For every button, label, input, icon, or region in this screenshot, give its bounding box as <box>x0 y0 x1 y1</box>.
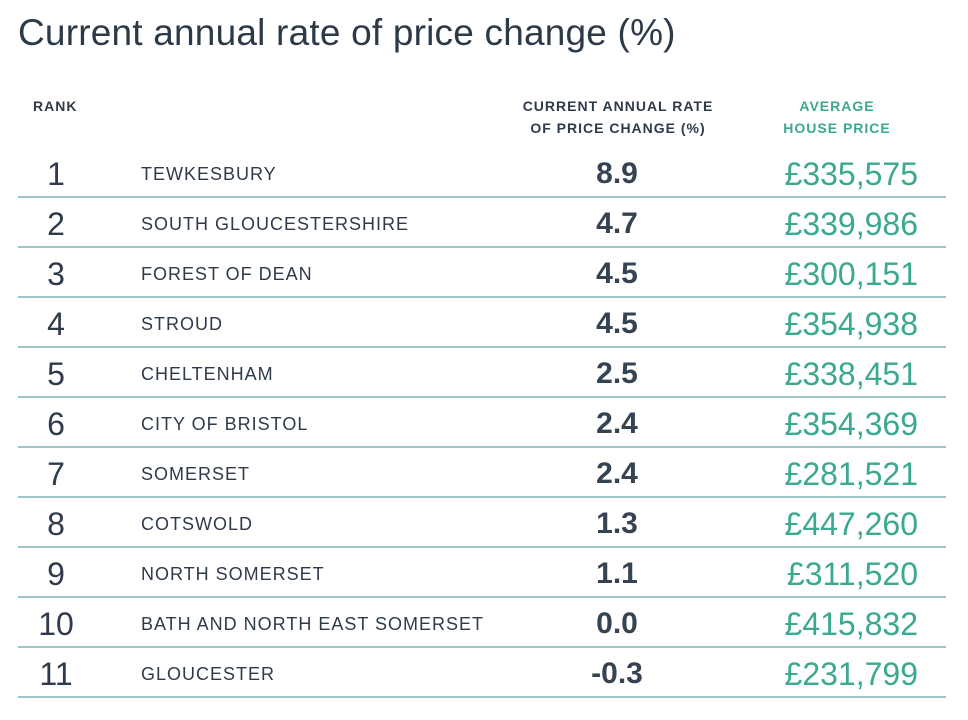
price-change-cell: -0.3 <box>591 657 643 690</box>
rank-cell: 4 <box>47 306 65 342</box>
rank-cell: 7 <box>47 456 65 492</box>
price-change-cell: 2.4 <box>596 407 638 440</box>
area-cell: CITY OF BRISTOL <box>141 414 309 434</box>
price-change-cell: 2.4 <box>596 457 638 490</box>
table-row: 4 STROUD 4.5 £354,938 <box>18 298 946 348</box>
rank-cell: 5 <box>47 356 65 392</box>
column-header-price-change: CURRENT ANNUAL RATE OF PRICE CHANGE (%) <box>500 95 736 139</box>
price-change-cell: 0.0 <box>596 607 638 640</box>
rank-cell: 1 <box>47 156 65 192</box>
area-cell: FOREST OF DEAN <box>141 264 313 284</box>
price-change-cell: 4.5 <box>596 307 638 340</box>
chart-title: Current annual rate of price change (%) <box>18 12 676 53</box>
table-row: 5 CHELTENHAM 2.5 £338,451 <box>18 348 946 398</box>
table-row: 6 CITY OF BRISTOL 2.4 £354,369 <box>18 398 946 448</box>
average-price-cell: £339,986 <box>784 206 918 242</box>
area-cell: COTSWOLD <box>141 514 254 534</box>
average-price-cell: £338,451 <box>784 356 918 392</box>
column-header-average-price-line-2: HOUSE PRICE <box>783 120 891 136</box>
area-cell: SOMERSET <box>141 464 251 484</box>
rank-cell: 2 <box>47 206 65 242</box>
table-row: 7 SOMERSET 2.4 £281,521 <box>18 448 946 498</box>
rank-cell: 10 <box>38 606 74 642</box>
average-price-cell: £447,260 <box>784 506 918 542</box>
average-price-cell: £354,938 <box>784 306 918 342</box>
table-row: 2 SOUTH GLOUCESTERSHIRE 4.7 £339,986 <box>18 198 946 248</box>
area-cell: BATH AND NORTH EAST SOMERSET <box>141 614 485 634</box>
table-row: 3 FOREST OF DEAN 4.5 £300,151 <box>18 248 946 298</box>
area-cell: TEWKESBURY <box>141 164 277 184</box>
column-header-price-change-line-1: CURRENT ANNUAL RATE <box>522 98 714 114</box>
price-change-table: 1 TEWKESBURY 8.9 £335,575 2 SOUTH GLOUCESTERS… <box>18 148 946 698</box>
table-row: 11 GLOUCESTER -0.3 £231,799 <box>18 648 946 698</box>
average-price-cell: £335,575 <box>784 156 918 192</box>
price-change-cell: 1.1 <box>596 557 638 590</box>
rank-cell: 9 <box>47 556 65 592</box>
average-price-cell: £311,520 <box>786 556 918 592</box>
column-header-average-price-line-1: AVERAGE <box>799 98 875 114</box>
average-price-cell: £415,832 <box>784 606 918 642</box>
average-price-cell: £300,151 <box>784 256 918 292</box>
area-cell: NORTH SOMERSET <box>141 564 325 584</box>
area-cell: GLOUCESTER <box>141 664 276 684</box>
area-cell: CHELTENHAM <box>141 364 274 384</box>
rank-cell: 11 <box>39 656 73 692</box>
price-change-cell: 4.7 <box>596 207 638 240</box>
column-header-rank: RANK <box>33 98 78 114</box>
column-header-average-price: AVERAGE HOUSE PRICE <box>752 95 922 139</box>
price-change-cell: 4.5 <box>596 257 638 290</box>
rank-cell: 8 <box>47 506 65 542</box>
average-price-cell: £231,799 <box>784 656 918 692</box>
rank-cell: 3 <box>47 256 65 292</box>
price-change-cell: 8.9 <box>596 157 638 190</box>
price-change-cell: 2.5 <box>596 357 638 390</box>
table-row: 9 NORTH SOMERSET 1.1 £311,520 <box>18 548 946 598</box>
price-change-cell: 1.3 <box>596 507 638 540</box>
area-cell: SOUTH GLOUCESTERSHIRE <box>141 214 410 234</box>
average-price-cell: £354,369 <box>784 406 918 442</box>
table-row: 1 TEWKESBURY 8.9 £335,575 <box>18 148 946 198</box>
column-header-price-change-line-2: OF PRICE CHANGE (%) <box>530 120 706 136</box>
table-row: 8 COTSWOLD 1.3 £447,260 <box>18 498 946 548</box>
average-price-cell: £281,521 <box>784 456 918 492</box>
area-cell: STROUD <box>141 314 223 334</box>
rank-cell: 6 <box>47 406 65 442</box>
table-row: 10 BATH AND NORTH EAST SOMERSET 0.0 £415,83… <box>18 598 946 648</box>
